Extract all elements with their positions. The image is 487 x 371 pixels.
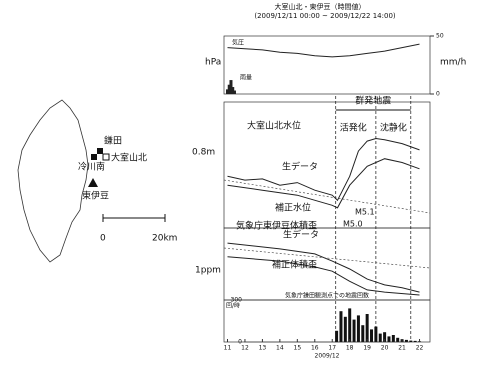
station [102,153,110,161]
y2-tick-label: 0 [436,91,440,98]
chart-subtitle: (2009/12/11 00:00 ~ 2009/12/22 14:00) [254,12,396,20]
x-tick-label: 13 [259,345,267,352]
x-tick-label: 20 [381,345,389,352]
station [97,148,103,154]
bar [383,332,387,342]
annotation: M5.0 [343,220,363,229]
annotation: 気圧 [232,39,244,47]
panel-title: 気象庁東伊豆体積歪 [236,220,317,232]
bar [232,90,236,94]
bar [365,314,369,342]
scale-label: 0.8m [192,148,215,158]
annotation: M5.1 [355,208,375,217]
annotation: 沈静化 [380,122,407,134]
y2-label: mm/h [440,58,466,68]
legend-label: 補正体積歪 [272,259,317,271]
y-label: 回/時 [226,302,240,310]
coast [17,99,89,263]
bar [413,340,417,342]
x-tick-label: 14 [276,345,284,352]
bar [387,336,391,342]
x-tick-label: 19 [363,345,371,352]
annotation: 雨量 [240,75,252,82]
bar [404,339,408,342]
bar [352,319,356,342]
scale-label: 1ppm [195,266,221,276]
bar [396,337,400,342]
x-tick-label: 16 [311,345,319,352]
bar [335,330,339,342]
panel-frame [223,299,431,343]
x-tick-label: 11 [224,345,232,352]
line [227,158,420,209]
bar [361,325,365,342]
bar [339,311,343,342]
y-tick-label: 300 [231,297,243,304]
bar [227,84,231,94]
y2-tick-label: 50 [436,33,444,40]
x-tick-label: 15 [294,345,302,352]
y-label: hPa [205,58,221,68]
bar [378,333,382,342]
trend [223,247,431,269]
station [88,178,98,187]
map: 鎌田 冷川南 大室山北 東伊豆 0 20km [17,99,177,263]
bar [225,89,229,94]
x-tick-label: 12 [241,345,249,352]
line [227,43,420,58]
map-label: 大室山北 [111,152,147,164]
legend-label: 生データ [283,229,319,241]
bar [229,80,233,94]
line [227,242,420,293]
annotation: 群発地震 [355,95,391,107]
x-tick-label: 21 [398,345,406,352]
annotation: 活発化 [340,122,367,134]
x-tick-label: 18 [346,345,354,352]
map-label: 鎌田 [104,135,122,147]
y-tick-label: 0 [238,339,242,346]
scale-label: 0 [100,234,106,244]
panel-title: 気象庁鎌田観測点での地震回数 [285,292,369,300]
bar [348,308,352,342]
bar [343,316,347,342]
trend [223,179,431,214]
x-label: 2009/12 [315,353,340,360]
map-label: 東伊豆 [82,190,109,202]
bar [374,326,378,342]
panel-title: 大室山北水位 [247,120,301,132]
scale-label: 20km [152,234,177,244]
line [227,137,420,202]
panel-frame [223,35,431,95]
panel-frame [223,227,431,301]
map-label: 冷川南 [78,161,105,173]
legend-label: 生データ [282,161,318,173]
x-tick-label: 22 [416,345,424,352]
bar [231,87,235,94]
bar [356,315,360,342]
legend-label: 補正水位 [275,202,311,214]
bar [370,329,374,342]
x-tick-label: 17 [328,345,336,352]
station [91,154,97,160]
line [227,256,420,296]
chart-title: 大室山北・東伊豆（時間値） [275,2,366,11]
bar [391,335,395,342]
